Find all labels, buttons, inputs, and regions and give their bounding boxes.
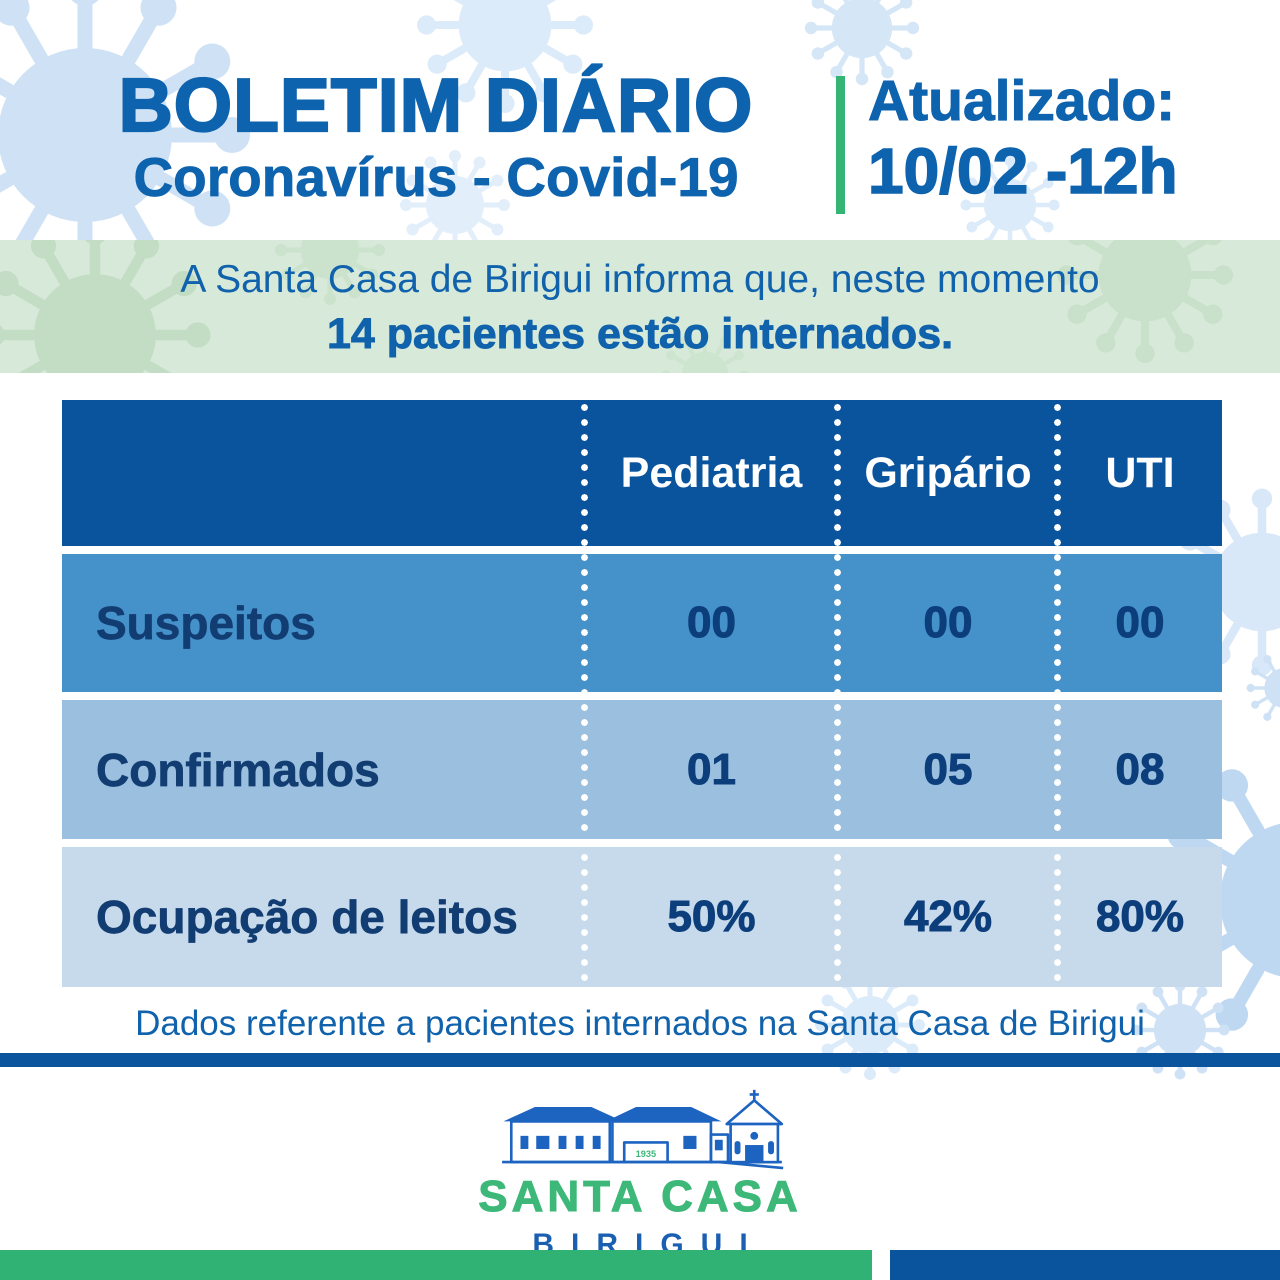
cell-ocupacao-uti: 80%: [1095, 892, 1185, 942]
logo-year: 1935: [636, 1149, 656, 1159]
updated-block: Atualizado: 10/02 -12h: [867, 69, 1178, 207]
bulletin-title-block: BOLETIM DIÁRIO Coronavírus - Covid-19: [66, 63, 806, 208]
bottom-blue-bar: [890, 1250, 1280, 1280]
table-header-empty: [62, 400, 585, 546]
blue-divider-bar: [0, 1053, 1280, 1067]
bulletin-title: BOLETIM DIÁRIO: [117, 63, 754, 147]
dotted-column-separator: [580, 400, 589, 987]
table-row-suspeitos: Suspeitos 00 00 00: [62, 554, 1222, 692]
dotted-column-separator: [1053, 400, 1062, 987]
cell-suspeitos-uti: 00: [1115, 598, 1165, 648]
data-source-note: Dados referente a pacientes internados n…: [135, 1004, 1145, 1043]
table-row-ocupacao: Ocupação de leitos 50% 42% 80%: [62, 847, 1222, 987]
logo-name: SANTA CASA: [478, 1172, 802, 1222]
banner-line2: 14 pacientes estão internados.: [326, 310, 954, 359]
cell-suspeitos-pediatria: 00: [687, 598, 737, 648]
cell-confirmados-uti: 08: [1115, 744, 1165, 794]
column-header-pediatria: Pediatria: [620, 448, 803, 497]
santa-casa-logo: 1935 SANTA CASA BIRIGUI: [0, 1076, 1280, 1262]
dotted-column-separator: [833, 400, 842, 987]
row-label: Confirmados: [96, 743, 380, 796]
table-row-confirmados: Confirmados 01 05 08: [62, 700, 1222, 839]
column-header-gripario: Gripário: [864, 448, 1032, 497]
updated-date: 10/02 -12h: [867, 134, 1178, 207]
cell-ocupacao-pediatria: 50%: [667, 892, 756, 942]
cell-confirmados-pediatria: 01: [687, 744, 737, 794]
bottom-green-bar: [0, 1250, 872, 1280]
row-label: Ocupação de leitos: [96, 891, 518, 944]
bulletin-subtitle: Coronavírus - Covid-19: [133, 146, 739, 208]
column-header-uti: UTI: [1105, 448, 1175, 497]
row-label: Suspeitos: [96, 597, 317, 650]
table-header-row: Pediatria Gripário UTI: [62, 400, 1222, 546]
hospital-data-table: Pediatria Gripário UTI Suspeitos 00 00 0…: [62, 400, 1222, 987]
hospital-building-icon: 1935: [502, 1089, 784, 1170]
banner-text: A Santa Casa de Birigui informa que, nes…: [0, 240, 1280, 359]
cell-confirmados-gripario: 05: [923, 744, 973, 794]
updated-label: Atualizado:: [868, 69, 1176, 133]
cell-ocupacao-gripario: 42%: [903, 892, 993, 942]
green-divider: [836, 76, 845, 214]
banner-line1: A Santa Casa de Birigui informa que, nes…: [180, 258, 1100, 301]
church: [725, 1089, 784, 1164]
cell-suspeitos-gripario: 00: [923, 598, 973, 648]
info-banner: A Santa Casa de Birigui informa que, nes…: [0, 240, 1280, 373]
